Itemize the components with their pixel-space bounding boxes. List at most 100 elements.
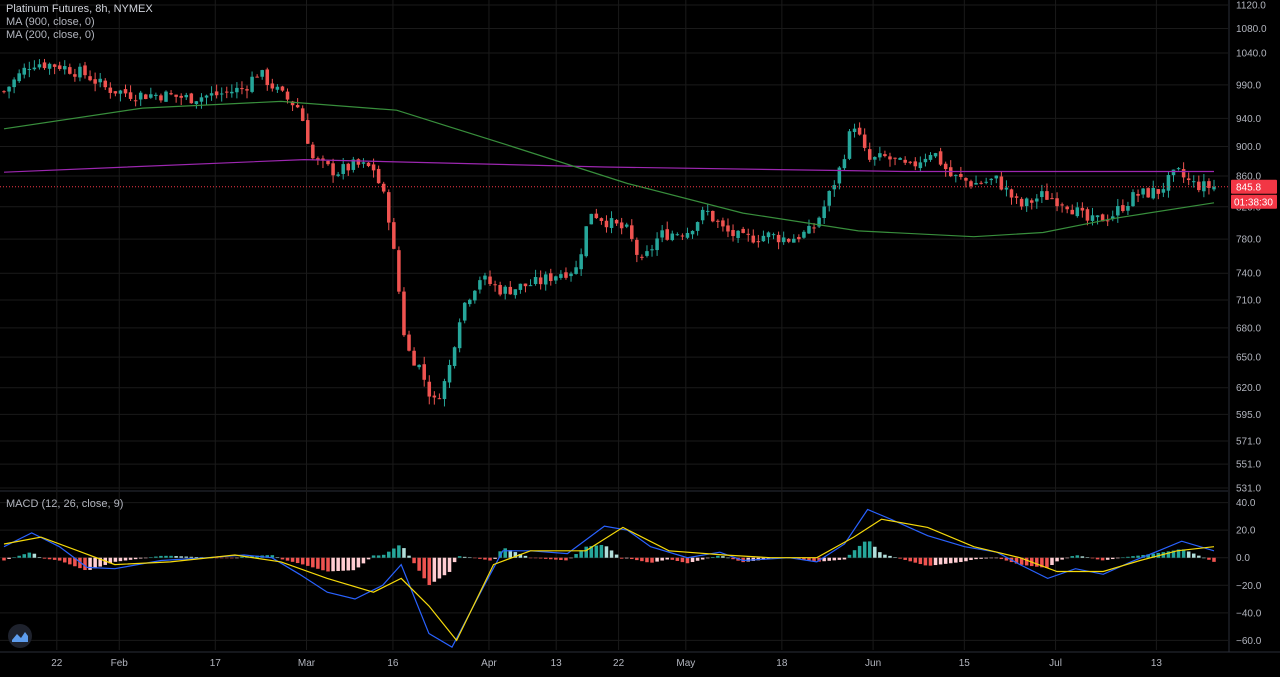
candle-body (513, 289, 518, 296)
macd-histogram-bar (559, 557, 563, 560)
price-tick-label: 1040.0 (1236, 48, 1267, 59)
macd-histogram-bar (1019, 557, 1024, 565)
candle-body (194, 101, 199, 105)
macd-histogram-bar (1090, 557, 1095, 559)
macd-histogram-bar (493, 557, 497, 559)
candle-body (619, 222, 624, 229)
macd-tick-label: 20.0 (1236, 526, 1256, 537)
macd-histogram-bar (265, 555, 270, 558)
candle-body (27, 69, 32, 71)
macd-histogram-bar (660, 557, 664, 561)
countdown-badge (1231, 194, 1277, 209)
macd-histogram-bar (1050, 557, 1054, 565)
price-tick-label: 551.0 (1236, 460, 1261, 471)
macd-histogram-bar (797, 557, 801, 560)
time-tick-label: May (676, 658, 695, 669)
macd-histogram-bar (1035, 557, 1039, 567)
candle-body (1181, 169, 1186, 178)
candle-body (842, 159, 847, 169)
candle-body (295, 105, 300, 108)
candle-body (1075, 207, 1080, 217)
symbol-title[interactable]: Platinum Futures, 8h, NYMEX (6, 3, 153, 15)
macd-histogram-bar (1176, 549, 1181, 558)
candle-body (918, 162, 923, 169)
macd-histogram-bar (311, 557, 315, 568)
macd-histogram-bar (589, 546, 594, 558)
macd-histogram-bar (351, 557, 356, 571)
candle-body (422, 364, 426, 380)
candle-body (52, 64, 57, 67)
candle-body (199, 97, 204, 102)
price-tick-label: 680.0 (1236, 323, 1261, 334)
price-tick-label: 860.0 (1236, 171, 1261, 182)
candle-body (751, 235, 756, 243)
macd-histogram (2, 541, 1216, 586)
macd-histogram-bar (964, 557, 968, 562)
macd-histogram-bar (478, 557, 482, 559)
macd-histogram-bar (832, 557, 837, 561)
macd-histogram-bar (731, 557, 735, 560)
macd-histogram-bar (619, 557, 624, 559)
candle-body (817, 217, 821, 227)
macd-histogram-bar (655, 557, 659, 562)
candle-body (1100, 214, 1105, 222)
macd-histogram-bar (908, 557, 912, 562)
macd-histogram-bar (1116, 557, 1120, 559)
price-tick-label: 780.0 (1236, 235, 1261, 246)
candle-body (381, 183, 386, 192)
macd-histogram-bar (174, 556, 178, 558)
candle-body (402, 291, 406, 336)
candle-body (974, 182, 978, 185)
macd-histogram-bar (133, 557, 138, 560)
candle-body (792, 238, 796, 243)
candle-body (1029, 200, 1034, 203)
macd-histogram-bar (645, 557, 649, 563)
macd-histogram-bar (452, 557, 457, 563)
macd-histogram-bar (143, 557, 148, 559)
macd-histogram-bar (1191, 553, 1196, 558)
candle-body (68, 67, 72, 74)
candle-body (265, 69, 270, 86)
candle-body (883, 154, 887, 157)
ma900-label[interactable]: MA (900, close, 0) (6, 16, 95, 28)
macd-histogram-bar (933, 557, 938, 566)
candle-body (417, 364, 421, 368)
macd-label[interactable]: MACD (12, 26, close, 9) (6, 498, 124, 510)
macd-histogram-bar (1055, 557, 1059, 562)
macd-histogram-bar (685, 557, 690, 564)
candle-body (589, 213, 594, 225)
candle-body (660, 230, 664, 238)
candle-body (1212, 186, 1216, 190)
macd-histogram-bar (164, 555, 168, 558)
candle-body (184, 94, 189, 98)
price-tick-label: 620.0 (1236, 383, 1261, 394)
candle-body (371, 164, 376, 171)
macd-histogram-bar (407, 555, 411, 558)
candle-body (989, 178, 994, 181)
macd-histogram-bar (599, 544, 604, 558)
candle-body (1040, 191, 1044, 198)
time-tick-label: 22 (613, 658, 625, 669)
macd-histogram-bar (361, 557, 366, 564)
macd-histogram-bar (275, 557, 280, 558)
candle-body (786, 238, 791, 242)
macd-histogram-bar (543, 557, 548, 559)
ma200-label[interactable]: MA (200, close, 0) (6, 29, 95, 41)
candle-body (412, 350, 416, 366)
candle-body (827, 190, 831, 206)
macd-histogram-bar (862, 541, 867, 558)
candle-body (857, 127, 862, 135)
candle-body (498, 284, 502, 295)
macd-histogram-bar (1065, 557, 1069, 559)
candle-body (614, 219, 619, 224)
candle-body (721, 220, 725, 227)
macd-histogram-bar (12, 557, 16, 558)
macd-histogram-bar (878, 552, 882, 558)
last-price-badge (1231, 179, 1277, 194)
macd-histogram-bar (1166, 551, 1171, 558)
candle-body (609, 218, 614, 228)
tradingview-logo-icon[interactable] (8, 624, 32, 648)
